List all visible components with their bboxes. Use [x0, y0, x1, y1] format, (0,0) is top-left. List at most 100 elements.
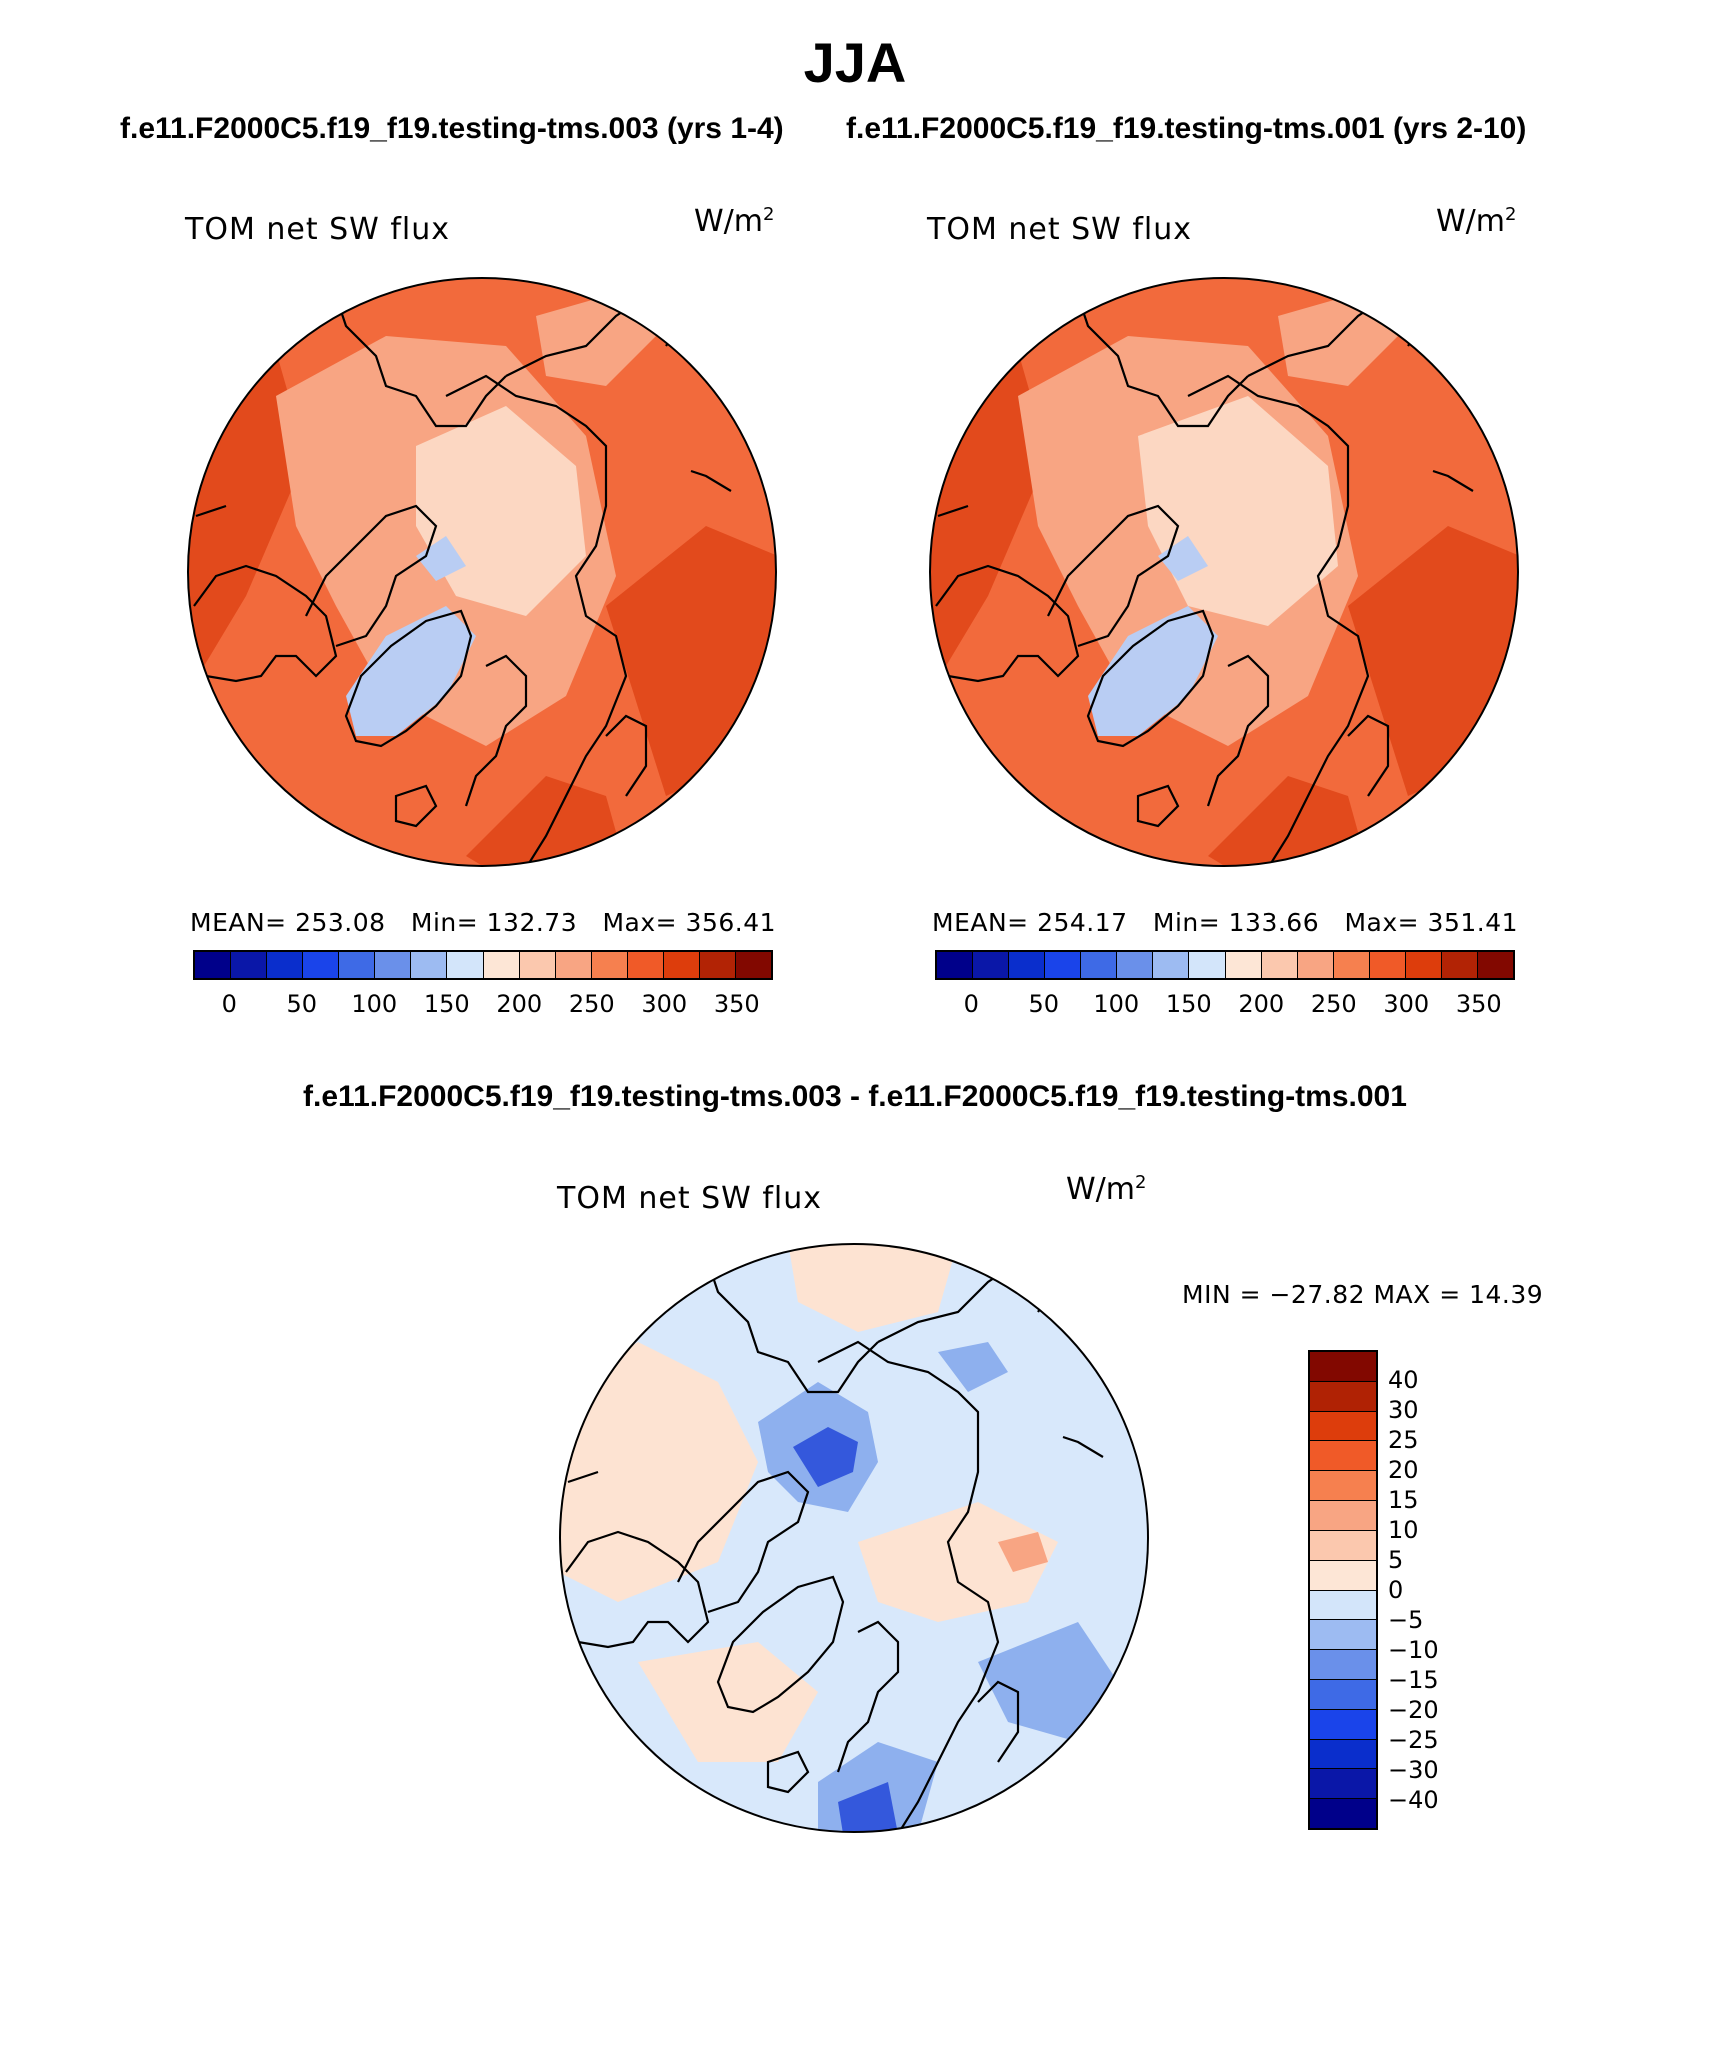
ctrl-colorbar-swatch: [1369, 952, 1406, 978]
diff-colorbar-swatch: [1310, 1441, 1376, 1472]
test-colorbar-swatch: [483, 952, 520, 978]
test-colorbar-ticks: 0 50 100 150 200 250 300 350: [193, 990, 773, 1020]
diff-colorbar-tick: −20: [1388, 1696, 1439, 1724]
diff-colorbar-tick: −10: [1388, 1636, 1439, 1664]
ctrl-colorbar-tick: 50: [1028, 990, 1060, 1018]
diff-colorbar-tick: 40: [1388, 1366, 1419, 1394]
ctrl-variable-label: TOM net SW flux: [927, 212, 1193, 247]
ctrl-colorbar-swatch: [973, 952, 1010, 978]
ctrl-stats: MEAN= 254.17 Min= 133.66 Max= 351.41: [932, 908, 1518, 937]
control-case-title: f.e11.F2000C5.f19_f19.testing-tms.001 (y…: [846, 112, 1527, 145]
diff-colorbar-tick: 5: [1388, 1546, 1404, 1574]
ctrl-units-label: W/m2: [1436, 204, 1517, 239]
ctrl-colorbar-swatch: [1225, 952, 1262, 978]
diff-colorbar-tick: 0: [1388, 1576, 1404, 1604]
ctrl-colorbar-swatch: [1405, 952, 1442, 978]
test-colorbar-swatch: [555, 952, 592, 978]
diff-colorbar-ticks: 40 30 25 20 15 10 5 0 −5 −10 −15 −20 −25 −30 −40: [1388, 1350, 1468, 1830]
diff-colorbar-swatch: [1310, 1381, 1376, 1412]
ctrl-colorbar-swatch: [1261, 952, 1298, 978]
test-stats: MEAN= 253.08 Min= 132.73 Max= 356.41: [190, 908, 776, 937]
test-min: Min= 132.73: [410, 908, 578, 937]
test-colorbar-tick: 100: [351, 990, 398, 1018]
ctrl-colorbar-swatch: [1117, 952, 1154, 978]
diff-field-neg-east: [978, 1622, 1118, 1742]
ctrl-colorbar-swatch: [1009, 952, 1046, 978]
test-colorbar-swatch: [735, 952, 771, 978]
test-colorbar-tick: 200: [496, 990, 543, 1018]
test-colorbar-swatch: [627, 952, 664, 978]
test-colorbar-swatch: [339, 952, 376, 978]
test-colorbar-tick: 50: [286, 990, 318, 1018]
diff-map-border: [559, 1243, 1149, 1833]
diff-colorbar-swatch: [1310, 1620, 1376, 1651]
diff-colorbar-tick: −15: [1388, 1666, 1439, 1694]
diff-units-label: W/m2: [1066, 1172, 1147, 1207]
ctrl-colorbar-swatch: [1153, 952, 1190, 978]
diff-field-neg-north: [938, 1342, 1008, 1392]
diff-field-pos-north: [788, 1244, 958, 1332]
diff-colorbar-swatch: [1310, 1679, 1376, 1710]
test-colorbar-tick: 250: [568, 990, 615, 1018]
ctrl-colorbar-swatch: [1081, 952, 1118, 978]
test-mean: MEAN= 253.08: [190, 908, 386, 937]
diff-colorbar-swatch: [1310, 1769, 1376, 1800]
test-colorbar-tick: 150: [423, 990, 470, 1018]
diff-field-neg-core: [793, 1427, 858, 1487]
diff-colorbar-swatch: [1310, 1739, 1376, 1770]
ctrl-field-ellesmere: [1158, 536, 1208, 581]
test-variable-label: TOM net SW flux: [185, 212, 451, 247]
diff-colorbar-tick: 30: [1388, 1396, 1419, 1424]
diff-field-pos-west: [560, 1342, 758, 1602]
ctrl-colorbar-swatch: [937, 952, 974, 978]
diff-colorbar-swatch: [1310, 1560, 1376, 1591]
test-colorbar-swatch: [411, 952, 448, 978]
test-max: Max= 356.41: [602, 908, 777, 937]
diff-colorbar-swatch: [1310, 1590, 1376, 1621]
test-colorbar-swatch: [231, 952, 268, 978]
test-colorbar-swatch: [375, 952, 412, 978]
diff-colorbar-tick: −5: [1388, 1606, 1424, 1634]
ctrl-map-border: [929, 277, 1519, 867]
ctrl-colorbar-tick: 100: [1093, 990, 1140, 1018]
diff-colorbar-swatch: [1310, 1799, 1376, 1828]
ctrl-colorbar-swatch: [1333, 952, 1370, 978]
diff-variable-label: TOM net SW flux: [557, 1181, 823, 1216]
diff-colorbar-tick: 10: [1388, 1516, 1419, 1544]
test-colorbar-tick: 300: [641, 990, 688, 1018]
difference-title: f.e11.F2000C5.f19_f19.testing-tms.003 - …: [303, 1080, 1407, 1113]
test-field-ellesmere: [416, 536, 466, 581]
ctrl-colorbar-tick: 350: [1455, 990, 1502, 1018]
diff-minmax: MIN = −27.82 MAX = 14.39: [1182, 1280, 1544, 1309]
ctrl-max: Max= 351.41: [1344, 908, 1519, 937]
test-colorbar-swatch: [267, 952, 304, 978]
ctrl-colorbar-swatch: [1297, 952, 1334, 978]
ctrl-colorbar: [935, 950, 1515, 980]
diff-colorbar-swatch: [1310, 1471, 1376, 1502]
diff-colorbar-tick: 15: [1388, 1486, 1419, 1514]
test-field-greenland: [346, 606, 476, 736]
diff-colorbar-swatch: [1310, 1501, 1376, 1531]
test-colorbar: [193, 950, 773, 980]
test-field-mid-north: [536, 296, 656, 386]
test-colorbar-swatch: [303, 952, 340, 978]
ctrl-polar-map: [929, 277, 1519, 867]
diff-colorbar-tick: 25: [1388, 1426, 1419, 1454]
diff-colorbar-tick: −30: [1388, 1756, 1439, 1784]
diff-colorbar: [1308, 1350, 1378, 1830]
ctrl-colorbar-tick: 0: [963, 990, 979, 1018]
diff-colorbar-swatch: [1310, 1709, 1376, 1740]
diff-colorbar-tick: −25: [1388, 1726, 1439, 1754]
test-units-label: W/m2: [694, 204, 775, 239]
diff-colorbar-swatch: [1310, 1411, 1376, 1442]
ctrl-colorbar-tick: 250: [1310, 990, 1357, 1018]
test-colorbar-tick: 350: [713, 990, 760, 1018]
ctrl-colorbar-tick: 300: [1383, 990, 1430, 1018]
ctrl-colorbar-tick: 150: [1165, 990, 1212, 1018]
test-colorbar-swatch: [519, 952, 556, 978]
test-colorbar-swatch: [591, 952, 628, 978]
diff-colorbar-swatch: [1310, 1530, 1376, 1561]
diff-colorbar-swatch: [1310, 1650, 1376, 1680]
test-colorbar-tick: 0: [221, 990, 237, 1018]
diff-colorbar-tick: 20: [1388, 1456, 1419, 1484]
